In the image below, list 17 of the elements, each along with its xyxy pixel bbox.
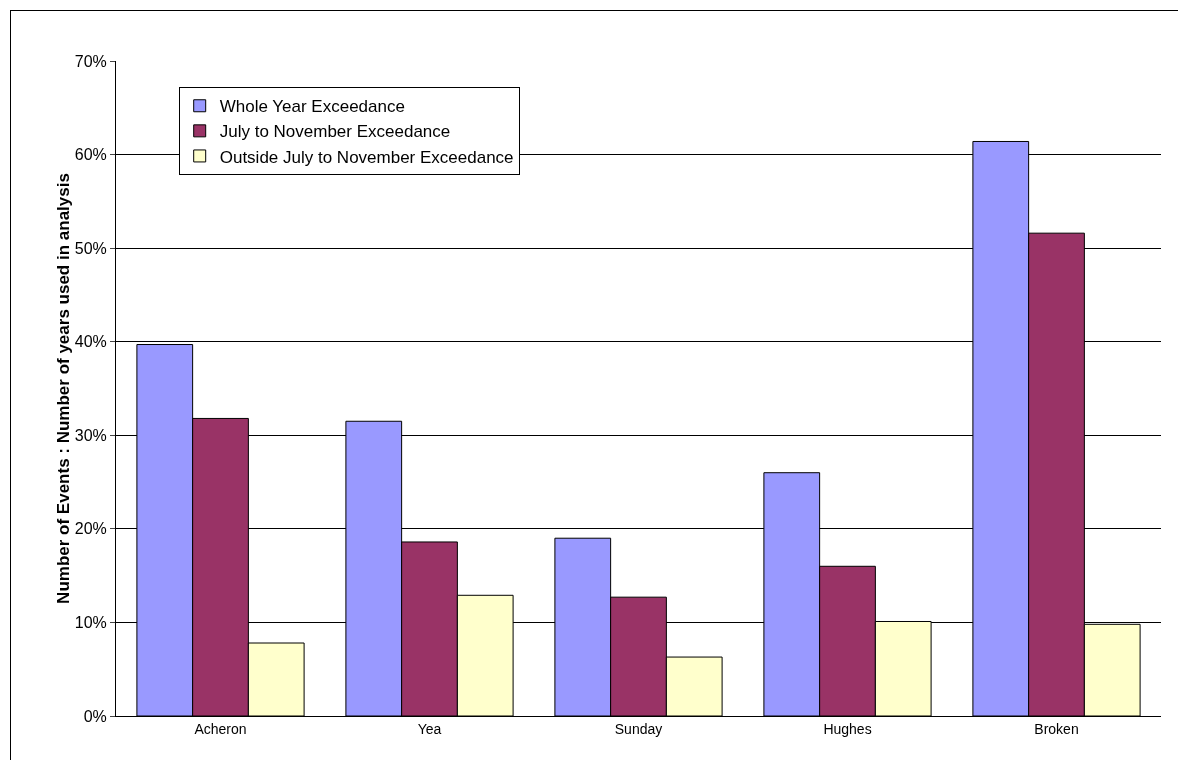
x-tick-label: Sunday (614, 720, 663, 737)
y-tick-label: 30% (74, 426, 107, 444)
legend-label: July to November Exceedance (219, 122, 451, 142)
y-axis-title: Number of Events : Number of years used in analysis (53, 173, 73, 604)
x-tick-label: Acheron (194, 720, 247, 737)
x-tick-label: Yea (417, 720, 442, 737)
y-tick-label: 20% (74, 520, 107, 538)
x-tick-label: Hughes (823, 720, 872, 737)
x-tick-label: Broken (1034, 720, 1079, 737)
y-tick-label: 10% (74, 614, 107, 632)
y-tick-label: 40% (74, 333, 107, 351)
legend-label: Outside July to November Exceedance (219, 147, 514, 167)
y-tick-label: 70% (74, 52, 107, 70)
legend-label: Whole Year Exceedance (219, 97, 405, 117)
y-tick-label: 60% (74, 146, 107, 164)
y-tick-label: 0% (83, 707, 107, 725)
y-tick-label: 50% (74, 239, 107, 257)
